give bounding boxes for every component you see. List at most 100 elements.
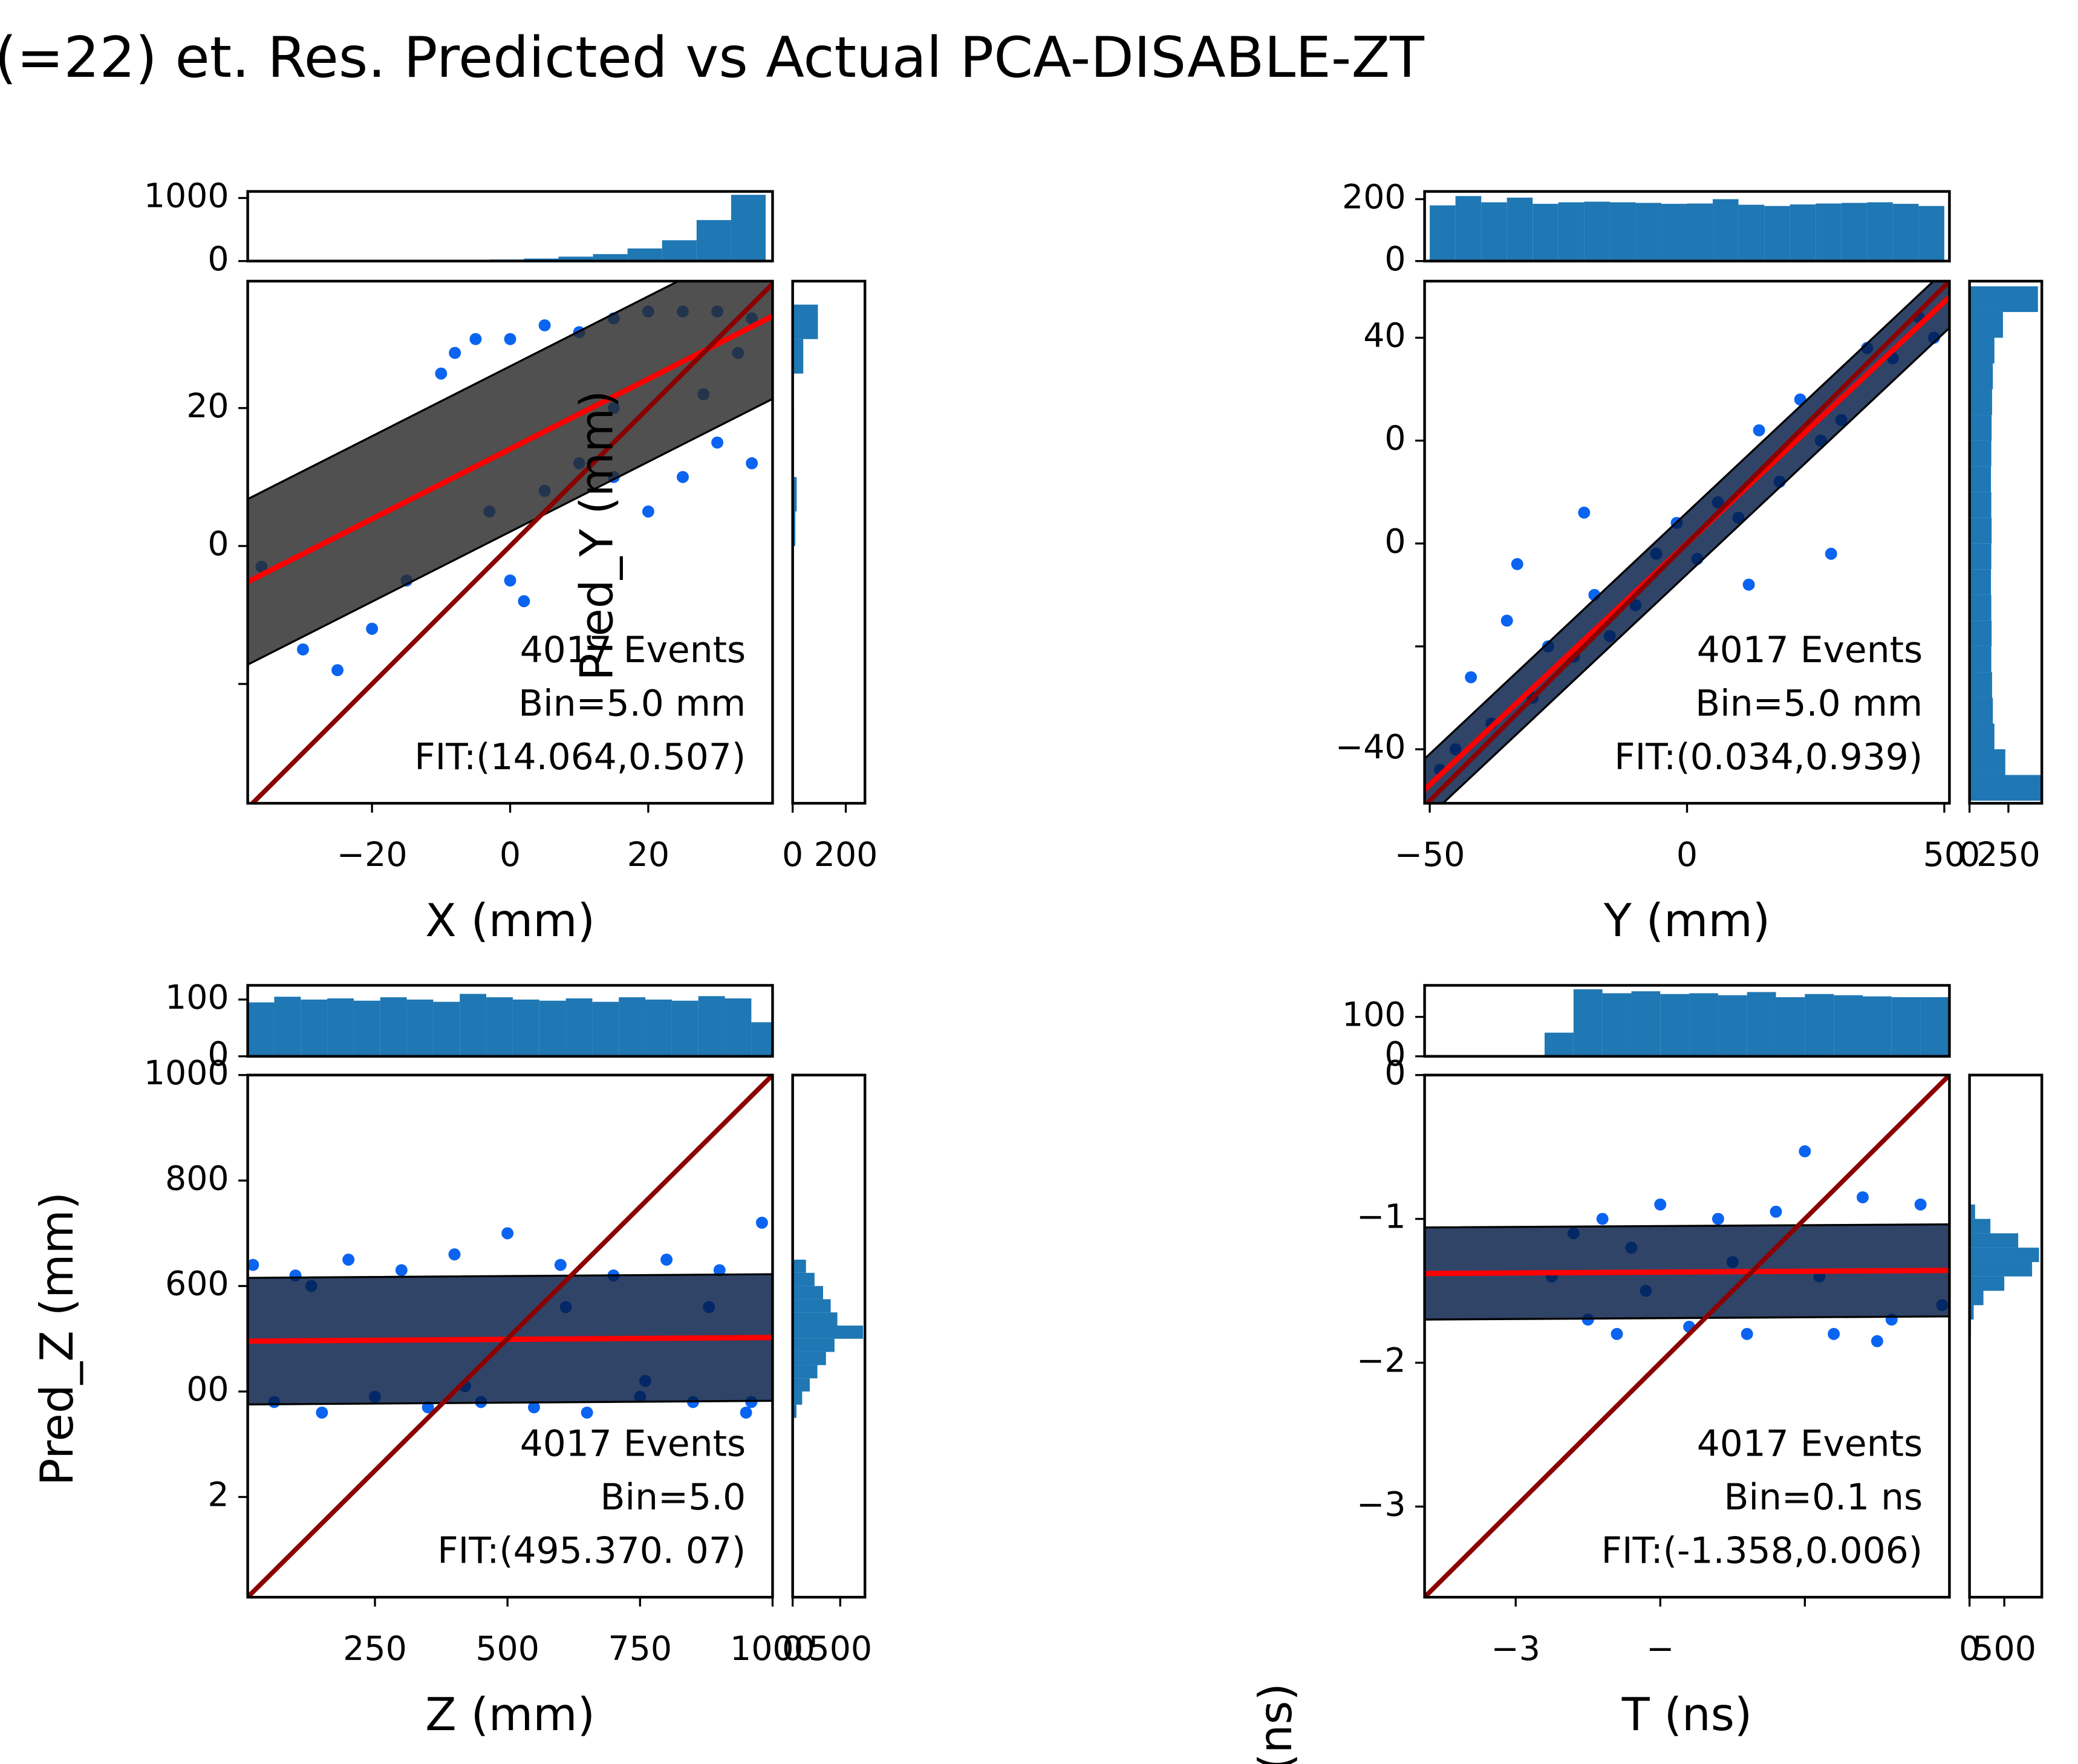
histogram-bar xyxy=(1969,569,1992,595)
point xyxy=(1500,614,1513,627)
y-tick-label: 0 xyxy=(207,525,229,564)
histogram-bar xyxy=(1969,389,1992,415)
point xyxy=(528,1401,540,1414)
point xyxy=(316,1406,328,1419)
point xyxy=(1511,558,1523,570)
point xyxy=(1871,1335,1883,1347)
histogram-bar xyxy=(1969,311,2003,338)
histogram-bar xyxy=(1573,989,1603,1056)
histogram-bar xyxy=(725,998,752,1056)
histogram-bar xyxy=(1969,466,1992,492)
axes-frame xyxy=(1968,1073,2044,1599)
histogram-bar xyxy=(627,248,662,261)
histogram-bar xyxy=(1481,202,1507,261)
histogram-bar xyxy=(460,994,487,1056)
y-tick-label: 600 xyxy=(165,1265,229,1304)
histogram-bar xyxy=(1969,337,1995,364)
point xyxy=(1465,671,1477,683)
histogram-bar xyxy=(792,1365,818,1379)
histogram-bar xyxy=(1713,199,1739,261)
point xyxy=(746,457,758,469)
histogram-bar xyxy=(1969,440,1992,467)
x-tick-label: 20 xyxy=(627,836,669,874)
histogram-bar xyxy=(1969,672,1992,698)
y-tick-label: −1 xyxy=(1357,1198,1406,1237)
point xyxy=(1799,1145,1811,1157)
x-tick-label: 0 xyxy=(1959,1630,1980,1668)
x-axis-label: X (mm) xyxy=(425,894,595,947)
y-tick-label: 40 xyxy=(1363,317,1405,356)
histogram-bar xyxy=(696,220,731,261)
histogram-bar xyxy=(1969,1261,2033,1277)
histogram-bar xyxy=(1609,202,1636,261)
y-tick-label: 0 xyxy=(207,240,229,279)
y-tick-label: 0 xyxy=(1384,522,1405,561)
point xyxy=(422,1401,434,1414)
histogram-bar xyxy=(1532,204,1558,261)
histogram-bar xyxy=(1969,620,1992,646)
histogram-bar xyxy=(792,477,797,512)
x-tick-label: 0 xyxy=(1959,836,1980,874)
annotation: FIT:(14.064,0.507) xyxy=(414,737,746,778)
diagonal-line xyxy=(249,282,773,804)
histogram-bar xyxy=(486,997,513,1056)
axes-frame xyxy=(791,279,867,805)
point xyxy=(554,1258,567,1271)
y-tick-label: 20 xyxy=(186,387,229,426)
annotation: FIT:(-1.358,0.006) xyxy=(1601,1531,1923,1572)
histogram-bar xyxy=(1969,543,1992,570)
fit-line xyxy=(1424,1268,1950,1277)
histogram-bar xyxy=(433,1001,460,1056)
point xyxy=(469,333,482,345)
histogram-bar xyxy=(1558,202,1585,261)
x-axis-label: Y (mm) xyxy=(1603,894,1770,947)
point xyxy=(538,319,551,331)
histogram-bar xyxy=(1816,203,1842,261)
histogram-bar xyxy=(1969,723,1995,750)
histogram-bar xyxy=(558,256,593,261)
histogram-bar xyxy=(565,998,593,1056)
axes-frame xyxy=(1968,279,2044,805)
y-axis-label: Pred_Z (mm) xyxy=(30,1192,83,1486)
histogram-bar xyxy=(1661,204,1687,261)
y-axis-label: (ns) xyxy=(1249,1683,1302,1764)
y-tick-label: 1000 xyxy=(144,177,229,216)
point xyxy=(581,1406,593,1419)
point xyxy=(713,1264,726,1277)
axes-frame xyxy=(1423,984,1951,1058)
axes-frame xyxy=(1423,1073,1951,1599)
histogram-bar xyxy=(792,1404,796,1418)
point xyxy=(1578,506,1591,519)
histogram-bar xyxy=(1841,203,1868,261)
histogram-bar xyxy=(512,999,539,1056)
histogram-bar xyxy=(1969,749,2005,775)
y-tick-label: −40 xyxy=(1335,728,1406,767)
y-tick-label: 100 xyxy=(165,978,229,1017)
histogram-bar xyxy=(1969,1276,2005,1291)
histogram-bar xyxy=(1738,204,1765,261)
x-axis-label: Z (mm) xyxy=(425,1688,595,1741)
annotation: Bin=5.0 mm xyxy=(518,683,746,724)
annotation: Bin=0.1 ns xyxy=(1724,1477,1923,1518)
histogram-bar xyxy=(1867,202,1893,261)
x-axis-label: T (ns) xyxy=(1621,1688,1753,1741)
error-band xyxy=(247,281,773,666)
histogram-bar xyxy=(792,1391,803,1405)
y-tick-label: 0 xyxy=(1384,1035,1405,1074)
histogram-bar xyxy=(1687,203,1713,261)
histogram-bar xyxy=(1635,203,1661,261)
histogram-bar xyxy=(1969,594,1992,621)
annotation: 4017 Events xyxy=(1697,630,1923,671)
histogram-bar xyxy=(1969,363,1993,389)
y-tick-label: 0 xyxy=(1384,420,1405,458)
point xyxy=(1914,1198,1927,1211)
histogram-bar xyxy=(1430,205,1456,261)
annotation: Bin=5.0 mm xyxy=(1695,683,1923,724)
histogram-bar xyxy=(1718,995,1747,1056)
point xyxy=(1611,1327,1623,1340)
point xyxy=(1742,578,1755,591)
x-tick-label: 750 xyxy=(608,1630,672,1668)
plot-area xyxy=(247,1075,773,1598)
diagonal-line xyxy=(1424,281,1950,804)
point xyxy=(1857,1191,1869,1203)
